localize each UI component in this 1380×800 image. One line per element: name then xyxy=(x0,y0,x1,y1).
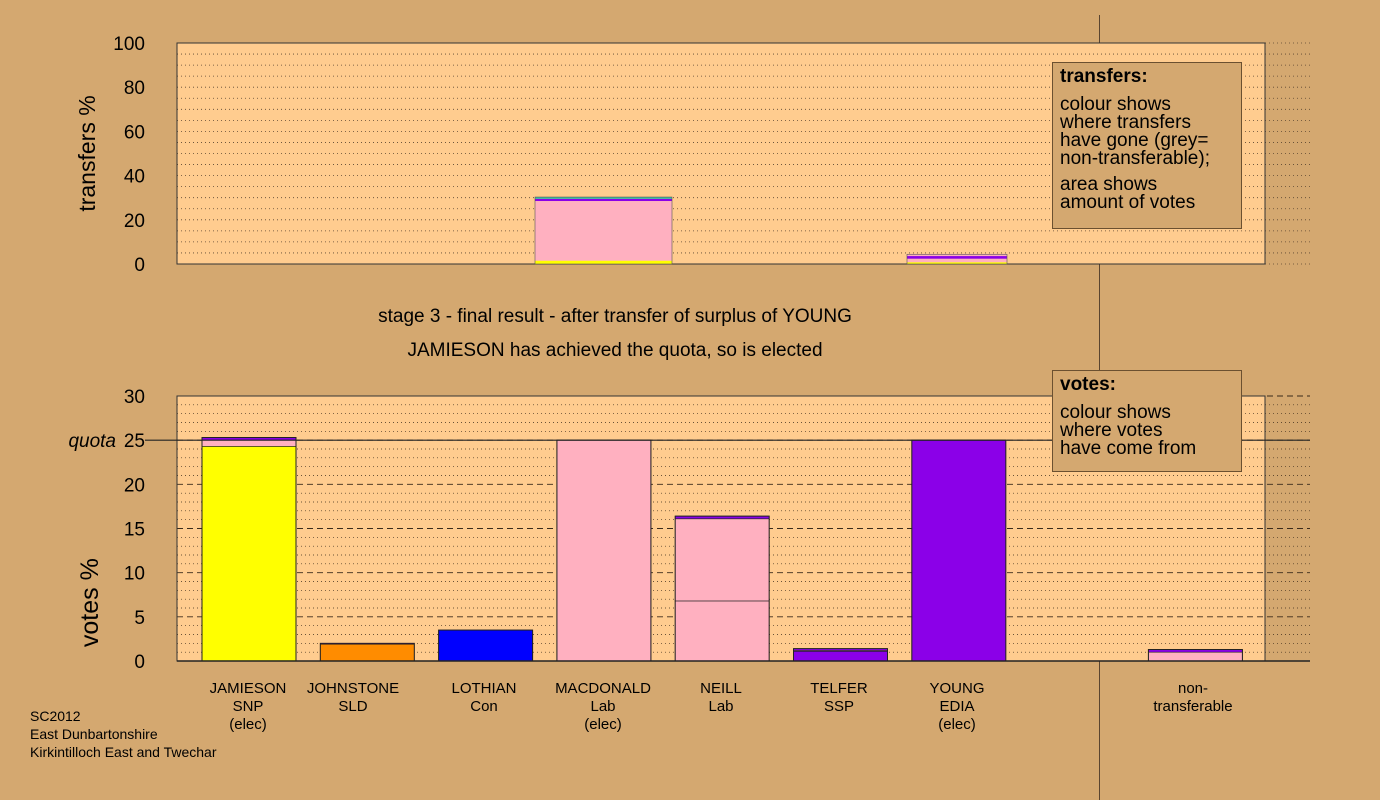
stage-caption: stage 3 - final result - after transfer … xyxy=(320,306,910,362)
transfers-tick-label: 20 xyxy=(124,211,145,232)
transfers-tick-label: 40 xyxy=(124,167,145,188)
candidate-label-jamieson: JAMIESON SNP (elec) xyxy=(183,680,313,734)
votes-legend: votes: colour shows where votes have com… xyxy=(1052,370,1242,472)
transfer-segment xyxy=(535,260,672,264)
candidate-party: transferable xyxy=(1153,698,1233,715)
footer-line: SC2012 xyxy=(30,708,81,724)
candidate-name: JOHNSTONE xyxy=(306,680,400,697)
transfer-bar-outline xyxy=(906,253,1008,265)
vote-segment xyxy=(674,600,770,662)
candidate-label-johnstone: JOHNSTONE SLD xyxy=(288,680,418,716)
candidate-name: YOUNG xyxy=(929,680,985,697)
votes-tick-label: 5 xyxy=(134,608,145,629)
quota-label: quota xyxy=(68,431,116,452)
transfers-tick-label: 100 xyxy=(113,34,145,55)
footer-line: Kirkintilloch East and Twechar xyxy=(30,744,217,760)
transfers-axis-label: transfers % xyxy=(74,95,100,211)
transfers-legend-line: have gone (grey= xyxy=(1060,130,1209,151)
votes-tick-label: 15 xyxy=(124,520,145,541)
candidate-label-young: YOUNG EDIA (elec) xyxy=(892,680,1022,734)
transfers-legend-line: colour shows xyxy=(1060,94,1171,115)
candidate-name: non- xyxy=(1177,680,1209,697)
votes-tick-label: 25 xyxy=(124,431,145,452)
candidate-party: EDIA xyxy=(939,698,975,715)
votes-tick-label: 0 xyxy=(134,652,145,673)
votes-tick-label: 30 xyxy=(124,387,145,408)
candidate-name: LOTHIAN xyxy=(451,680,517,697)
candidate-status: (elec) xyxy=(938,716,976,733)
vote-segment xyxy=(319,643,415,662)
vote-segment xyxy=(674,518,770,602)
votes-tick-label: 20 xyxy=(124,475,145,496)
transfer-segment xyxy=(535,201,672,261)
vote-segment xyxy=(556,439,652,662)
candidate-party: SLD xyxy=(338,698,368,715)
transfer-segment xyxy=(907,258,1007,263)
votes-tick-label: 10 xyxy=(124,564,145,585)
transfers-legend: transfers: colour shows where transfers … xyxy=(1052,62,1242,229)
candidate-party: SNP xyxy=(232,698,264,715)
transfer-segment xyxy=(907,254,1007,257)
transfers-legend-line: where transfers xyxy=(1060,112,1191,133)
votes-legend-line: where votes xyxy=(1060,420,1163,441)
votes-legend-line: have come from xyxy=(1060,438,1197,459)
candidate-label-telfer: TELFER SSP xyxy=(774,680,904,716)
candidate-status: (elec) xyxy=(584,716,622,733)
candidate-label-lothian: LOTHIAN Con xyxy=(419,680,549,716)
transfer-segment xyxy=(907,262,1007,264)
transfer-segment xyxy=(535,198,672,202)
vote-segment xyxy=(201,439,297,447)
vote-segment xyxy=(793,650,888,662)
footer: SC2012 East Dunbartonshire Kirkintilloch… xyxy=(30,707,217,761)
candidate-label-neill: NEILL Lab xyxy=(656,680,786,716)
transfer-segment xyxy=(535,197,672,199)
votes-axis-label: votes % xyxy=(76,558,104,647)
candidate-party: SSP xyxy=(823,698,854,715)
transfers-tick-label: 0 xyxy=(134,255,145,276)
transfers-tick-label: 80 xyxy=(124,78,145,99)
candidate-label-non-transferable: non- transferable xyxy=(1128,680,1258,716)
vote-segment xyxy=(1148,651,1243,662)
transfers-legend-line: area shows xyxy=(1060,174,1158,195)
stage-line-2: JAMIESON has achieved the quota, so is e… xyxy=(407,340,823,361)
transfers-legend-line: non-transferable); xyxy=(1060,148,1210,169)
vote-segment xyxy=(201,446,297,662)
transfers-plot-frame xyxy=(176,42,1266,265)
transfers-legend-title: transfers: xyxy=(1060,66,1148,87)
transfer-bar-outline xyxy=(534,196,673,265)
candidate-party: Lab xyxy=(590,698,616,715)
candidate-party: Lab xyxy=(708,698,734,715)
transfers-tick-label: 60 xyxy=(124,122,145,143)
votes-legend-line: colour shows xyxy=(1060,402,1171,423)
candidate-name: TELFER xyxy=(810,680,868,697)
candidate-name: NEILL xyxy=(700,680,742,697)
candidate-name: MACDONALD xyxy=(555,680,651,697)
footer-line: East Dunbartonshire xyxy=(30,726,158,742)
candidate-party: Con xyxy=(470,698,498,715)
candidate-status: (elec) xyxy=(229,716,267,733)
stage-line-1: stage 3 - final result - after transfer … xyxy=(378,306,852,327)
candidate-name: JAMIESON xyxy=(209,680,287,697)
transfer-segment xyxy=(907,256,1007,259)
vote-segment xyxy=(438,629,533,662)
candidate-label-macdonald: MACDONALD Lab (elec) xyxy=(538,680,668,734)
votes-legend-title: votes: xyxy=(1060,374,1116,395)
transfers-legend-line: amount of votes xyxy=(1060,192,1196,213)
vote-segment xyxy=(911,439,1007,662)
